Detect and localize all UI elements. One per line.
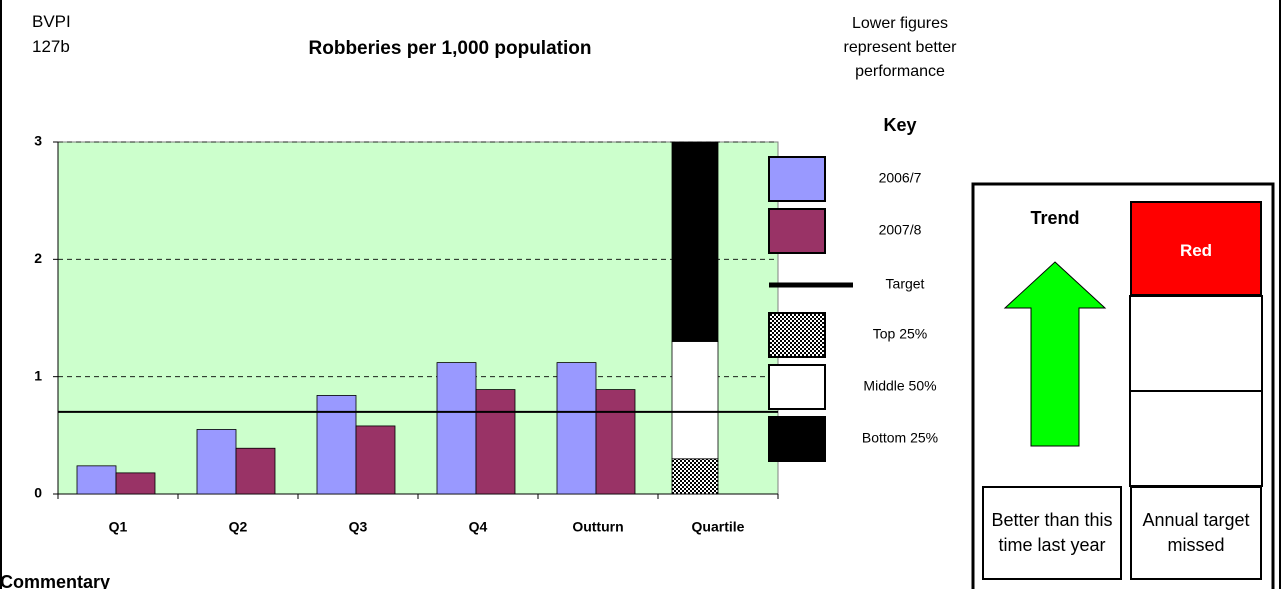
trend-arrow [1003, 261, 1107, 447]
x-tick-label: Q2 [229, 519, 248, 535]
plot-area [57, 141, 779, 495]
trend-label: Trend [1030, 208, 1080, 228]
status-panel [971, 182, 1275, 589]
key-title: Key [883, 115, 917, 135]
indicator-code: 127b [32, 37, 70, 56]
x-tick-label: Q1 [109, 519, 128, 535]
legend-swatch [768, 364, 826, 410]
legend-label: Bottom 25% [862, 430, 938, 446]
bar [196, 429, 237, 495]
x-tick-label: Q3 [349, 519, 368, 535]
bar [556, 362, 597, 495]
legend-swatch [768, 416, 826, 462]
rating: Red [1130, 201, 1262, 296]
legend-label: 2007/8 [879, 222, 922, 238]
bar [76, 465, 117, 495]
legend-swatch [768, 156, 826, 202]
chart-title: Robberies per 1,000 population [308, 38, 592, 59]
legend-label: Top 25% [873, 326, 927, 342]
rating-caption: Annual target missed [1130, 486, 1262, 580]
indicator-code: BVPI [32, 12, 71, 31]
y-tick-label: 0 [34, 485, 42, 501]
status-cell [1129, 390, 1263, 487]
status-cell [1129, 295, 1263, 392]
quartile-segment [671, 458, 719, 495]
legend-swatch [768, 312, 826, 358]
commentary-heading: Commentary [0, 572, 111, 589]
y-tick-label: 2 [34, 250, 42, 266]
bar [595, 389, 636, 495]
bar [115, 472, 156, 495]
trend-caption: Better than this time last year [982, 486, 1122, 580]
x-tick-label: Quartile [692, 519, 745, 535]
bar [316, 395, 357, 495]
legend-label: Middle 50% [863, 378, 936, 394]
bar [436, 362, 477, 495]
legend-label: 2006/7 [879, 170, 922, 186]
bar [235, 447, 276, 495]
legend-label: Target [886, 276, 925, 292]
quartile-segment [671, 141, 719, 342]
legend-swatch [768, 208, 826, 254]
bar [475, 389, 516, 495]
bar [355, 425, 396, 495]
y-tick-label: 1 [34, 367, 42, 383]
quartile-segment [671, 341, 719, 460]
y-tick-label: 3 [34, 133, 42, 149]
note: Lower figures represent better performan… [843, 15, 957, 80]
x-tick-label: Outturn [572, 519, 623, 535]
x-tick-label: Q4 [469, 519, 488, 535]
